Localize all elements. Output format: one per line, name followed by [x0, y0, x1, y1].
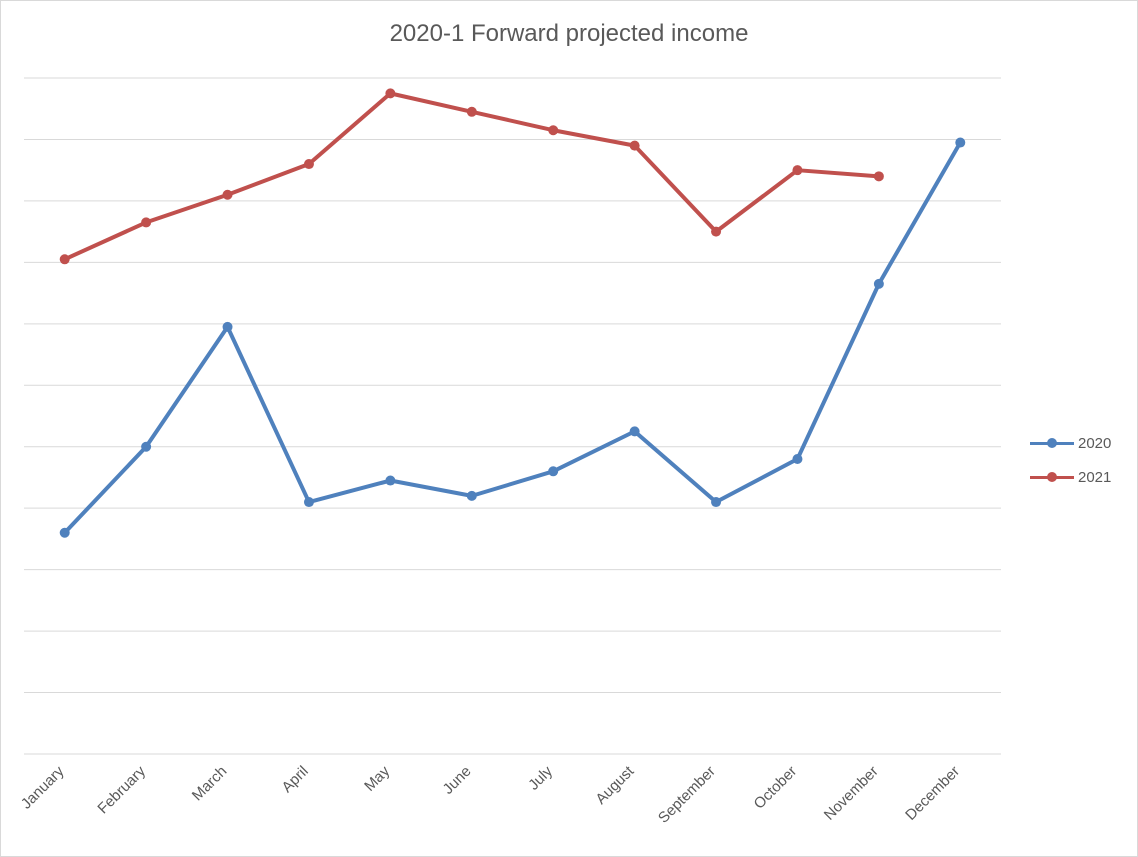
data-point-2021: [59, 254, 70, 265]
x-tick-label: October: [751, 763, 801, 813]
data-point-2021: [711, 226, 722, 237]
x-tick-label: August: [592, 762, 638, 808]
data-point-2020: [548, 466, 559, 477]
legend-swatch-2020: [1030, 437, 1074, 449]
data-point-2020: [466, 490, 477, 501]
x-tick-label: September: [655, 763, 719, 827]
legend-item-2020: 2020: [1030, 426, 1111, 460]
data-point-2021: [385, 88, 396, 99]
legend-label-2020: 2020: [1078, 434, 1112, 452]
data-point-2020: [59, 527, 70, 538]
data-point-2020: [711, 497, 722, 508]
data-point-2021: [303, 159, 314, 170]
x-tick-label: March: [189, 763, 230, 804]
data-point-2020: [141, 441, 152, 452]
data-point-2021: [466, 106, 477, 117]
data-point-2020: [955, 137, 966, 148]
chart-title: 2020-1 Forward projected income: [389, 20, 749, 47]
data-point-2020: [792, 454, 803, 465]
legend: 2020 2021: [1030, 426, 1111, 494]
legend-label-2021: 2021: [1078, 468, 1112, 486]
legend-item-2021: 2021: [1030, 460, 1111, 494]
data-point-2021: [629, 140, 640, 151]
data-point-2021: [548, 125, 559, 136]
data-point-2020: [385, 475, 396, 486]
data-point-2020: [222, 321, 233, 332]
x-tick-label: July: [525, 762, 556, 793]
data-point-2021: [873, 171, 884, 182]
data-point-2020: [629, 426, 640, 437]
x-tick-label: February: [94, 762, 149, 817]
data-point-2020: [303, 497, 314, 508]
x-tick-label: January: [18, 762, 68, 812]
x-tick-label: April: [279, 763, 312, 796]
data-point-2021: [222, 189, 233, 200]
x-tick-label: November: [821, 763, 882, 824]
data-point-2021: [141, 217, 152, 228]
series-line-2021: [62, 91, 881, 262]
legend-swatch-2021: [1030, 471, 1074, 483]
data-point-2021: [792, 165, 803, 176]
x-tick-label: December: [902, 763, 963, 824]
x-tick-label: May: [361, 762, 393, 794]
x-tick-label: June: [440, 763, 475, 798]
series-line-2020: [62, 140, 963, 535]
data-point-2020: [873, 278, 884, 289]
